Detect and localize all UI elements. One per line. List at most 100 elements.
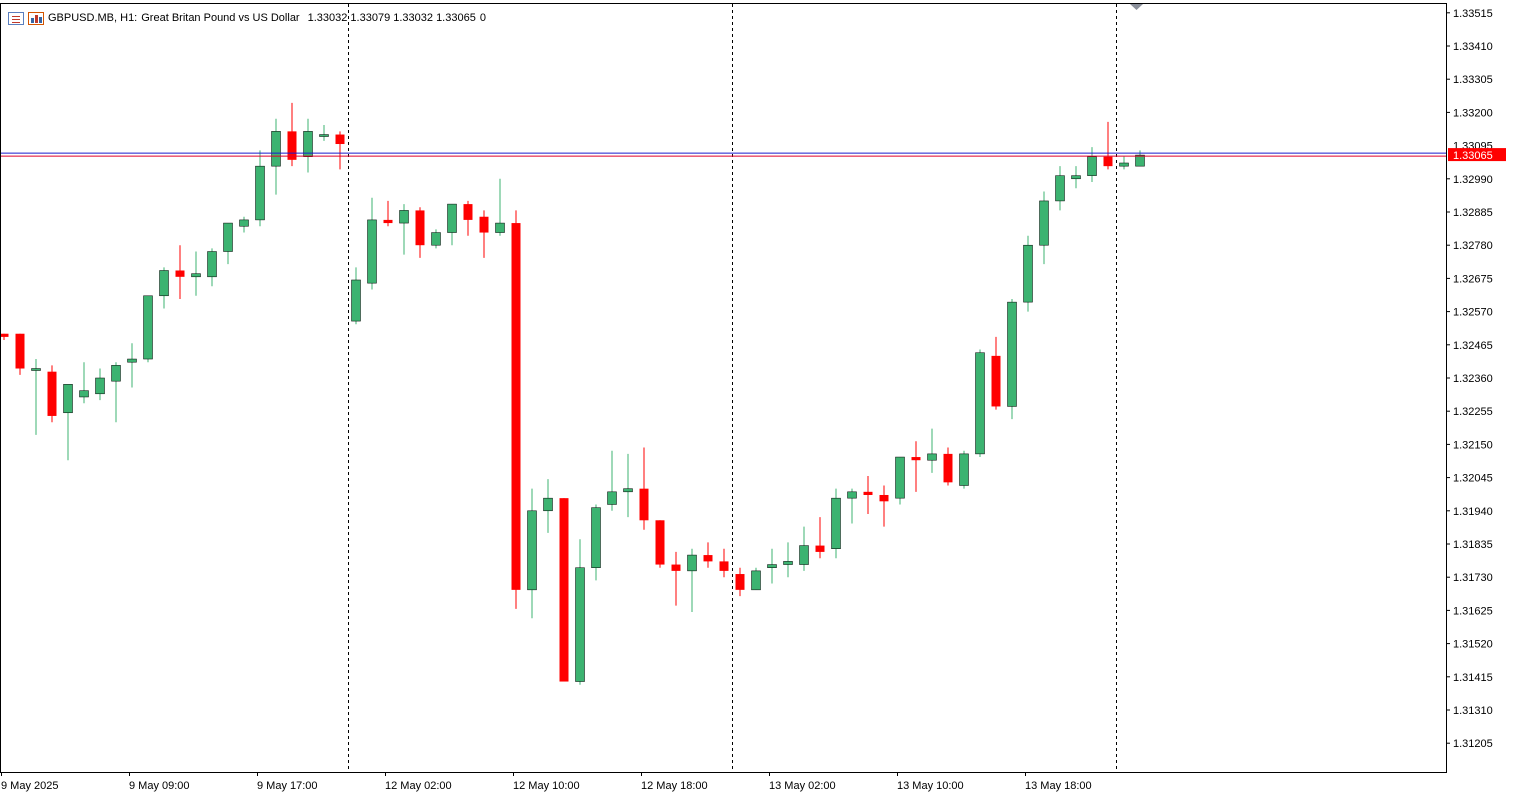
candle[interactable]	[719, 548, 729, 578]
candle[interactable]	[495, 178, 505, 236]
price-tick-label: 1.32150	[1453, 439, 1493, 451]
candle[interactable]	[303, 118, 313, 173]
candle-body	[751, 570, 761, 591]
candle[interactable]	[31, 359, 41, 435]
time-tick-label: 12 May 10:00	[513, 780, 580, 792]
price-lines	[0, 152, 1446, 157]
candle[interactable]	[255, 150, 265, 227]
candle[interactable]	[559, 498, 569, 682]
price-axis[interactable]: 1.33515 1.33410 1.33305 1.33200 1.32990 1.328…	[1446, 8, 1506, 750]
candle[interactable]	[79, 362, 89, 404]
candle-body	[607, 491, 617, 505]
candle[interactable]	[831, 488, 841, 559]
candle[interactable]	[671, 551, 681, 606]
candle[interactable]	[991, 336, 1001, 410]
candle[interactable]	[1103, 121, 1113, 170]
candle[interactable]	[943, 447, 953, 486]
candle-body	[687, 554, 697, 572]
candle[interactable]	[399, 204, 409, 255]
candle[interactable]	[927, 428, 937, 473]
candle[interactable]	[799, 526, 809, 571]
time-tick-label: 13 May 18:00	[1025, 780, 1092, 792]
candle[interactable]	[95, 368, 105, 401]
candle[interactable]	[511, 210, 521, 609]
candle[interactable]	[415, 207, 425, 258]
candle[interactable]	[1119, 156, 1129, 170]
candle[interactable]	[735, 567, 745, 597]
candle[interactable]	[687, 548, 697, 612]
candle[interactable]	[319, 125, 329, 141]
candle[interactable]	[1007, 298, 1017, 420]
current-price-tag[interactable]: 1.33065	[1448, 148, 1506, 162]
price-tick-label: 1.33515	[1453, 8, 1493, 20]
time-tick-label: 9 May 09:00	[129, 780, 190, 792]
time-axis[interactable]: 9 May 2025 9 May 09:00 9 May 17:00 12 May 0…	[1, 772, 1092, 792]
candle[interactable]	[1023, 235, 1033, 312]
candle[interactable]	[959, 450, 969, 489]
candle[interactable]	[1039, 191, 1049, 265]
candle[interactable]	[975, 349, 985, 458]
candle[interactable]	[239, 216, 249, 233]
candle[interactable]	[767, 548, 777, 584]
candle[interactable]	[127, 343, 137, 388]
candle[interactable]	[543, 479, 553, 533]
candle[interactable]	[47, 365, 57, 423]
candle[interactable]	[143, 295, 153, 363]
candle[interactable]	[463, 200, 473, 236]
candle[interactable]	[527, 488, 537, 619]
candle[interactable]	[335, 131, 345, 170]
candle[interactable]	[911, 441, 921, 492]
candle[interactable]	[815, 517, 825, 559]
candle-body	[1135, 154, 1145, 167]
candle[interactable]	[0, 333, 9, 341]
candle-body	[767, 564, 777, 568]
candle[interactable]	[175, 245, 185, 299]
candle[interactable]	[751, 567, 761, 591]
candle[interactable]	[207, 248, 217, 287]
candle-body	[879, 494, 889, 502]
candle-body	[735, 574, 745, 590]
candle[interactable]	[655, 520, 665, 568]
price-tick-label: 1.32255	[1453, 406, 1493, 418]
candle-body	[943, 453, 953, 483]
candle-body	[575, 567, 585, 682]
volume-value: 0	[479, 12, 486, 24]
price-tick-label: 1.33305	[1453, 74, 1493, 86]
candle[interactable]	[783, 542, 793, 578]
candle[interactable]	[479, 210, 489, 258]
candle[interactable]	[623, 453, 633, 518]
candle[interactable]	[447, 203, 457, 246]
candle[interactable]	[111, 362, 121, 423]
candle[interactable]	[607, 450, 617, 511]
candle[interactable]	[639, 447, 649, 530]
chart-bars-icon[interactable]	[28, 11, 44, 25]
candle[interactable]	[895, 456, 905, 505]
candle[interactable]	[879, 485, 889, 527]
candle[interactable]	[191, 251, 201, 296]
candle[interactable]	[847, 488, 857, 524]
chart-shift-marker-icon[interactable]	[1130, 4, 1143, 10]
candle-body	[319, 134, 329, 137]
candle-body	[175, 270, 185, 277]
candle-body	[1103, 156, 1113, 167]
candle[interactable]	[383, 200, 393, 227]
candle[interactable]	[271, 118, 281, 195]
candle[interactable]	[223, 222, 233, 265]
candle-body	[287, 131, 297, 160]
candle[interactable]	[159, 267, 169, 309]
candle[interactable]	[431, 229, 441, 249]
chart-list-icon[interactable]	[8, 11, 24, 25]
price-tick-label: 1.33410	[1453, 41, 1493, 53]
candle[interactable]	[1055, 166, 1065, 211]
candle[interactable]	[863, 476, 873, 514]
candle[interactable]	[15, 333, 25, 375]
candle[interactable]	[351, 267, 361, 325]
candle[interactable]	[703, 542, 713, 568]
candle[interactable]	[591, 504, 601, 581]
candle[interactable]	[63, 384, 73, 461]
candle[interactable]	[575, 539, 585, 685]
candle[interactable]	[1071, 166, 1081, 189]
candle[interactable]	[367, 197, 377, 290]
